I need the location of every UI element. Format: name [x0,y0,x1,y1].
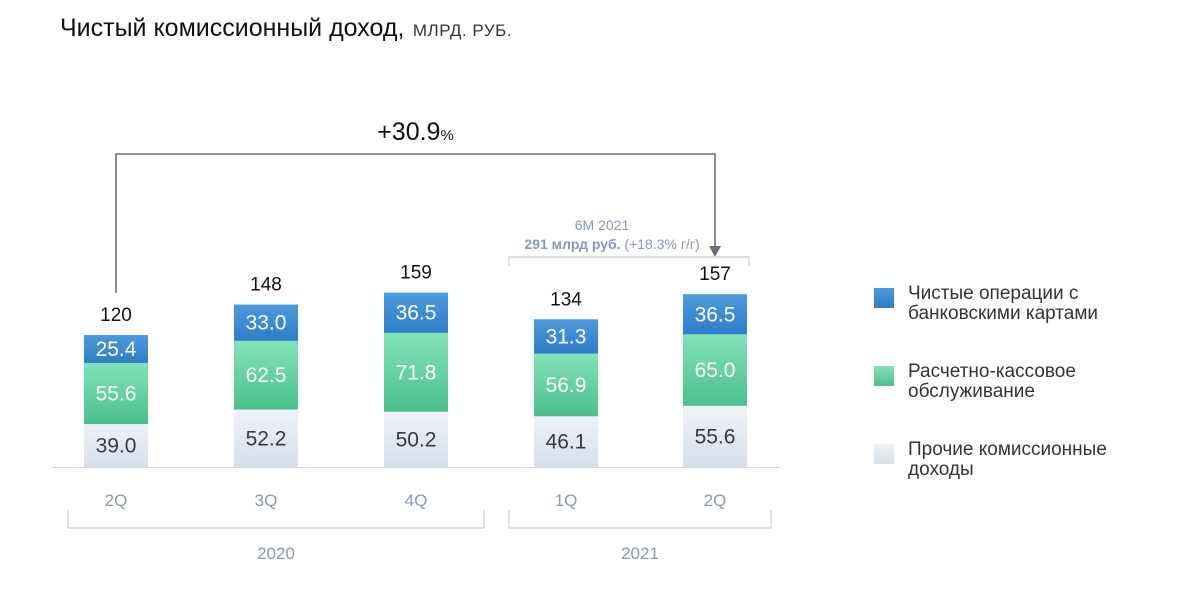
chart-title-unit: МЛРД. РУБ. [412,21,512,40]
period-label: 6М 2021 [575,217,630,233]
bar-value-label: 39.0 [96,435,137,458]
bar-segment-settlement [534,353,598,417]
bar-total-label: 120 [100,305,132,326]
bar-value-label: 36.5 [396,302,437,325]
period-summary-rest: (+18.3% г/г) [621,236,700,252]
stacked-bar-chart: 39.0 55.6 25.4 120 52.2 62.5 33.0 148 50.2 71.8 36… [52,118,780,563]
bar-value-label: 55.6 [96,383,137,406]
period-summary: 291 млрд руб. (+18.3% г/г) [524,236,699,252]
x-tick-label: 2Q [704,491,727,510]
legend-item-settlement: Расчетно-кассовое обслуживание [874,362,1194,440]
x-tick-label: 1Q [555,491,578,510]
growth-arrow-line [115,153,716,293]
bar-value-label: 50.2 [396,428,437,451]
bar-segment-other [84,424,148,467]
bar-segment-settlement [384,332,448,412]
legend-item-cards: Чистые операции с банковскими картами [874,284,1194,362]
bar-value-label: 31.3 [546,325,587,348]
bar-segment-cards [384,292,448,333]
bar-segment-cards [84,335,148,363]
bar-segment-other [234,409,298,467]
chart-title-text: Чистый комиссионный доход, [60,14,405,42]
growth-unit: % [440,127,453,144]
bar-total-label: 159 [400,263,432,284]
legend-swatch-cards [874,288,894,308]
bar-segment-settlement [234,340,298,410]
bar-value-label: 36.5 [695,303,736,326]
year-group-bracket [67,510,485,529]
bar-segment-other [534,416,598,467]
bar-value-label: 56.9 [546,374,587,397]
legend-label-settlement-line1: Расчетно-кассовое [908,361,1076,382]
legend-swatch-other [874,444,894,464]
legend: Чистые операции с банковскими картами Ра… [874,284,1194,518]
legend-label-cards: Чистые операции с банковскими картами [908,284,1188,324]
bar-value-label: 62.5 [246,364,287,387]
bar-value-label: 71.8 [396,361,437,384]
bar-segment-other [384,411,448,467]
bar-value-label: 52.2 [246,427,287,450]
growth-annotation: +30.9% [377,118,454,146]
period-bracket [508,256,750,266]
bar-value-label: 33.0 [246,312,287,335]
bar-total-label: 157 [699,264,731,285]
x-tick-label: 3Q [255,491,278,510]
legend-label-other-line1: Прочие комиссионные [908,439,1107,460]
year-group-bracket [508,510,772,529]
x-tick-label: 4Q [405,491,428,510]
bar-segment-cards [534,319,598,354]
period-summary-bold: 291 млрд руб. [524,236,620,252]
bar-value-label: 55.6 [695,425,736,448]
bar-total-label: 134 [550,289,582,310]
growth-arrow-head [709,246,721,257]
legend-label-cards-line1: Чистые операции с [908,283,1079,304]
legend-label-settlement: Расчетно-кассовое обслуживание [908,362,1188,402]
bar-value-label: 25.4 [96,338,137,361]
x-tick-label: 2Q [105,491,128,510]
bar-value-label: 65.0 [695,359,736,382]
legend-label-cards-line2: банковскими картами [908,303,1099,324]
bar-value-label: 46.1 [546,431,587,454]
bar-segment-cards [234,304,298,341]
legend-item-other: Прочие комиссионные доходы [874,440,1194,518]
bar-segment-settlement [84,362,148,425]
bar-total-label: 148 [250,275,282,296]
year-group-label: 2020 [257,544,295,563]
legend-label-settlement-line2: обслуживание [908,381,1035,402]
growth-value: +30.9 [377,118,440,146]
year-group-label: 2021 [621,544,659,563]
legend-label-other-line2: доходы [908,459,974,480]
bar-segment-cards [683,294,747,335]
legend-label-other: Прочие комиссионные доходы [908,440,1188,480]
bar-segment-other [683,405,747,467]
chart-title: Чистый комиссионный доход, МЛРД. РУБ. [60,14,512,43]
bar-segment-settlement [683,334,747,406]
legend-swatch-settlement [874,366,894,386]
